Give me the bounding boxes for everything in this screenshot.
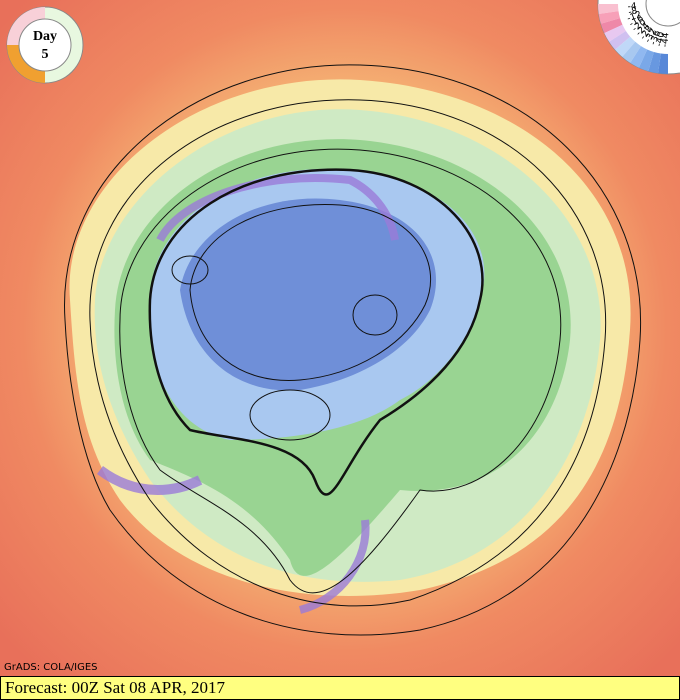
legend-swatch <box>648 52 661 74</box>
jet-band <box>97 465 203 495</box>
legend-swatch <box>630 46 648 68</box>
legend-swatch <box>600 18 623 34</box>
legend-swatch <box>658 53 668 75</box>
badge-center <box>18 18 72 72</box>
legend-swatch <box>609 31 631 50</box>
credit: GrADS: COLA/IGES <box>4 662 98 673</box>
legend-label: -40 <box>654 31 667 48</box>
contours <box>64 64 642 636</box>
badge-day: 5 <box>42 47 49 62</box>
legend-swatch <box>638 49 654 72</box>
jet-band <box>298 519 370 614</box>
legend-label: -44 <box>660 32 671 48</box>
badge-label: Day <box>33 29 57 44</box>
legend-swatch <box>604 24 626 42</box>
legend-swatch <box>597 4 619 14</box>
jet-band <box>156 174 399 242</box>
legend-label: -8 <box>627 6 638 18</box>
legend-label: -36 <box>649 29 664 47</box>
temperature-legend: -4-8-12-16-20-24-28-32-36-40-44 <box>597 0 680 75</box>
legend-swatch <box>615 36 636 57</box>
legend-swatch <box>622 41 641 63</box>
legend-hub <box>645 0 680 27</box>
legend-label: -4 <box>627 2 637 13</box>
forecast-footer: Forecast: 00Z Sat 08 APR, 2017 <box>0 676 680 700</box>
cold-core <box>180 198 436 391</box>
forecast-map: Day 5 -4-8-12-16-20-24-28-32-36-40-44 Gr… <box>0 0 680 676</box>
legend-swatch <box>598 11 620 24</box>
day-badge: Day 5 <box>6 6 84 84</box>
legend-label: -12 <box>626 10 643 25</box>
